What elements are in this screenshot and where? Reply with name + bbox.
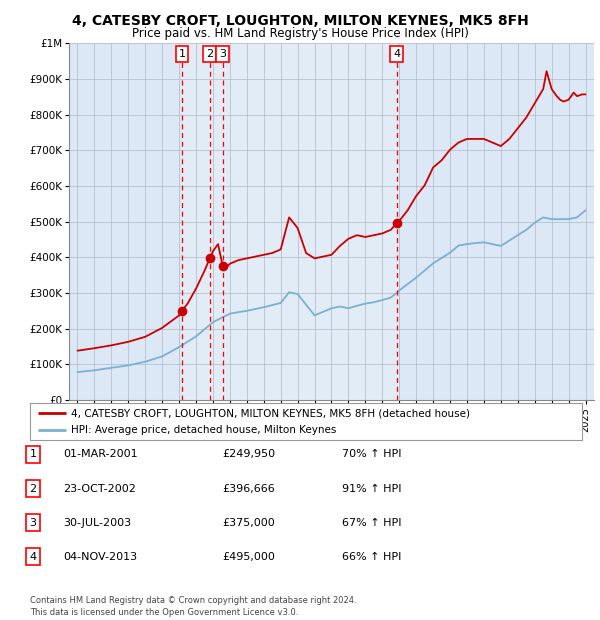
Text: £249,950: £249,950 — [222, 450, 275, 459]
Text: 66% ↑ HPI: 66% ↑ HPI — [342, 552, 401, 562]
Text: 1: 1 — [29, 450, 37, 459]
Text: 4, CATESBY CROFT, LOUGHTON, MILTON KEYNES, MK5 8FH: 4, CATESBY CROFT, LOUGHTON, MILTON KEYNE… — [71, 14, 529, 28]
Text: £396,666: £396,666 — [222, 484, 275, 494]
Text: £495,000: £495,000 — [222, 552, 275, 562]
Text: HPI: Average price, detached house, Milton Keynes: HPI: Average price, detached house, Milt… — [71, 425, 337, 435]
Text: 91% ↑ HPI: 91% ↑ HPI — [342, 484, 401, 494]
Text: 2: 2 — [206, 49, 213, 59]
Text: 01-MAR-2001: 01-MAR-2001 — [63, 450, 137, 459]
Text: 4, CATESBY CROFT, LOUGHTON, MILTON KEYNES, MK5 8FH (detached house): 4, CATESBY CROFT, LOUGHTON, MILTON KEYNE… — [71, 408, 470, 418]
Text: Contains HM Land Registry data © Crown copyright and database right 2024.
This d: Contains HM Land Registry data © Crown c… — [30, 596, 356, 617]
Bar — [182, 43, 397, 400]
Text: 4: 4 — [393, 49, 400, 59]
Text: 2: 2 — [29, 484, 37, 494]
Text: 3: 3 — [29, 518, 37, 528]
Text: 04-NOV-2013: 04-NOV-2013 — [63, 552, 137, 562]
Text: 67% ↑ HPI: 67% ↑ HPI — [342, 518, 401, 528]
Text: 70% ↑ HPI: 70% ↑ HPI — [342, 450, 401, 459]
Text: 4: 4 — [29, 552, 37, 562]
Text: £375,000: £375,000 — [222, 518, 275, 528]
Text: Price paid vs. HM Land Registry's House Price Index (HPI): Price paid vs. HM Land Registry's House … — [131, 27, 469, 40]
Text: 30-JUL-2003: 30-JUL-2003 — [63, 518, 131, 528]
Text: 23-OCT-2002: 23-OCT-2002 — [63, 484, 136, 494]
Text: 3: 3 — [219, 49, 226, 59]
Text: 1: 1 — [178, 49, 185, 59]
